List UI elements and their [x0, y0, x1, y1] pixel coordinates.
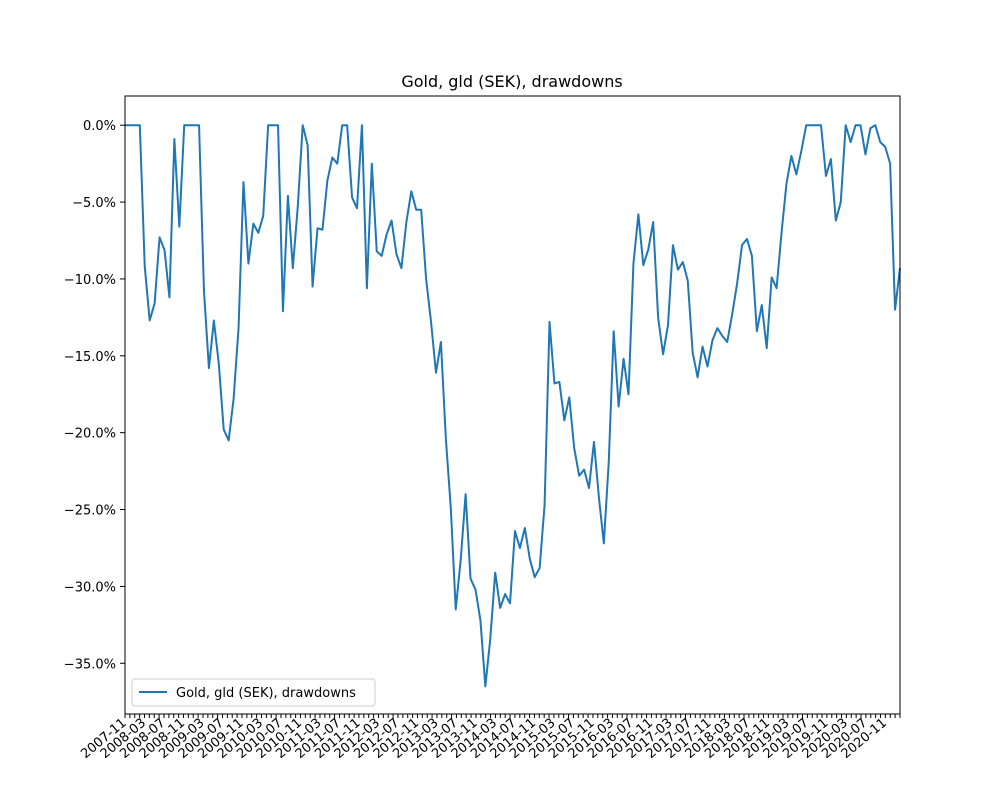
y-axis: 0.0% −5.0% −10.0% −15.0% −20.0% −25.0% −30.0% −… [64, 119, 125, 672]
y-tick-label: 0.0% [83, 119, 116, 134]
legend-entry-label: Gold, gld (SEK), drawdowns [176, 686, 356, 701]
plot-area-frame [124, 95, 901, 715]
chart-title: Gold, gld (SEK), drawdowns [401, 72, 622, 91]
y-tick-label: −30.0% [64, 580, 116, 595]
y-tick-label: −15.0% [64, 350, 116, 365]
y-tick-label: −20.0% [64, 427, 116, 442]
y-tick-label: −35.0% [64, 657, 116, 672]
y-tick-label: −10.0% [64, 273, 116, 288]
x-axis: 2007-112008-032008-072008-112009-032009-… [78, 714, 901, 762]
y-tick-label: −5.0% [72, 196, 116, 211]
series-line-gold-drawdowns [125, 124, 901, 688]
legend: Gold, gld (SEK), drawdowns [131, 678, 376, 707]
y-tick-label: −25.0% [64, 504, 116, 519]
legend-box [131, 678, 376, 707]
